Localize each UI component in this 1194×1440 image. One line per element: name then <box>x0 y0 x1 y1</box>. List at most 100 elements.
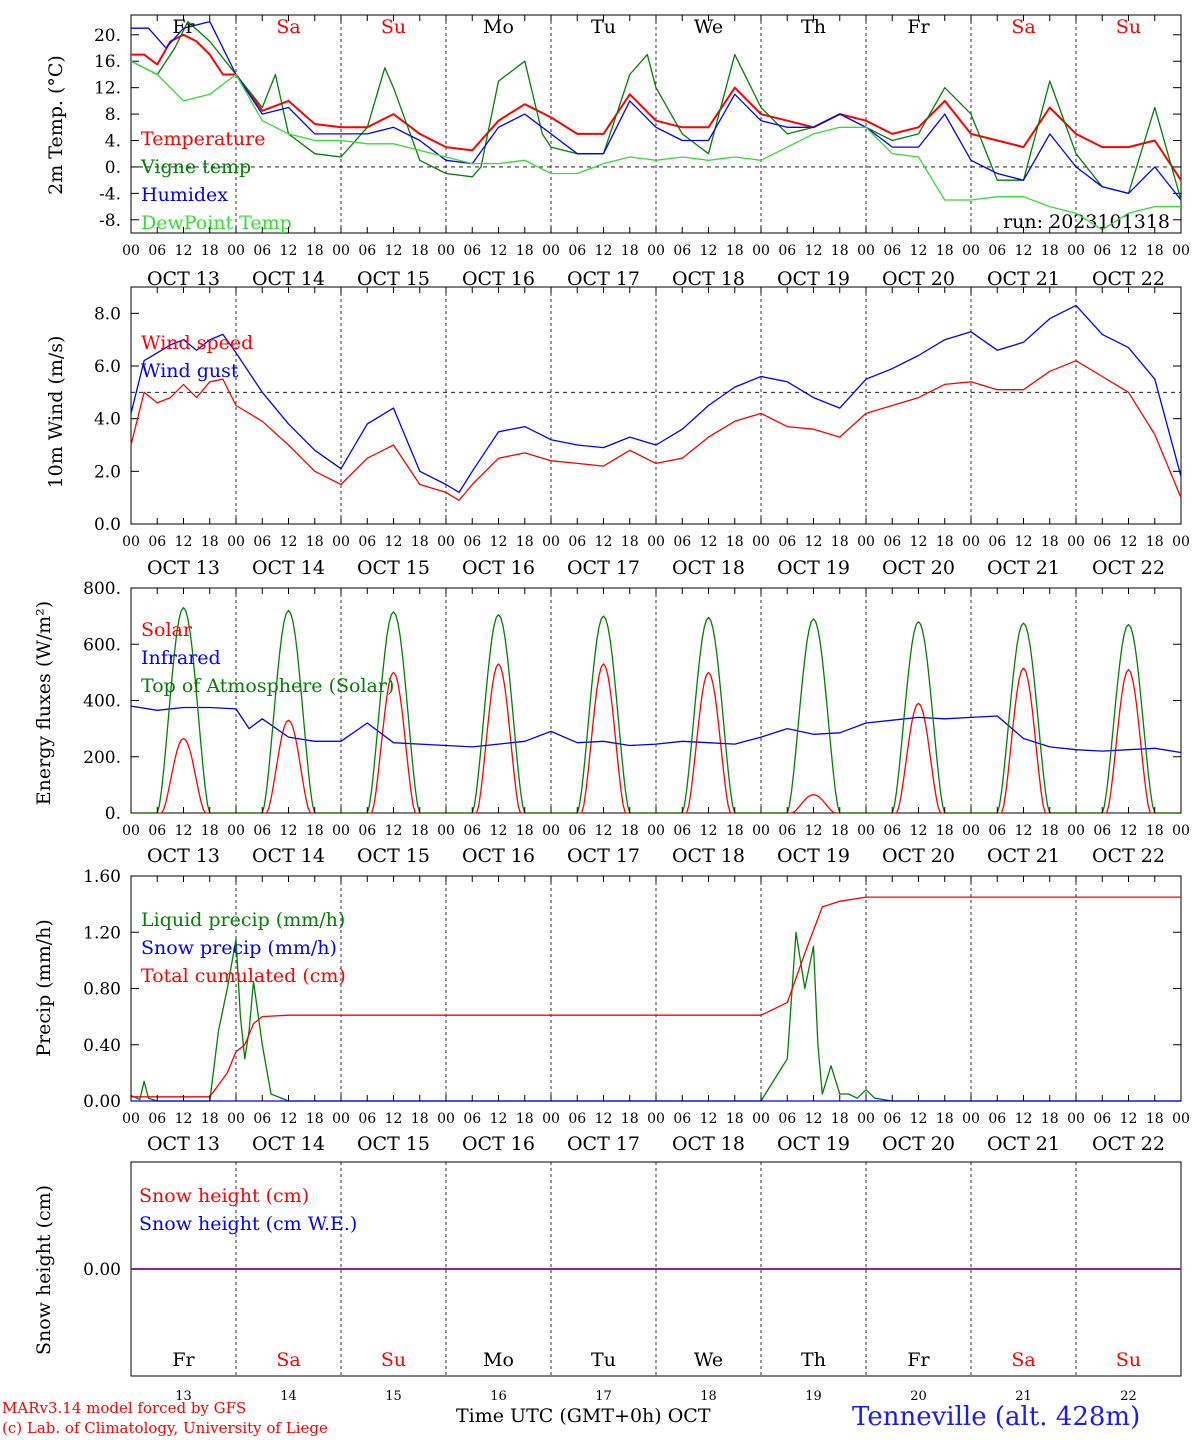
hour-tick-label: 12 <box>595 823 613 839</box>
hour-tick-label: 00 <box>437 823 455 839</box>
legend-entry: Top of Atmosphere (Solar) <box>141 675 394 697</box>
hour-tick-label: 18 <box>831 1111 849 1127</box>
hour-tick-label: 12 <box>175 1111 193 1127</box>
weekday-label-bottom: Th <box>801 1349 826 1371</box>
legend-entry: Infrared <box>141 647 221 669</box>
snow-ylabel: Snow height (cm) <box>33 1185 55 1355</box>
day-label: OCT 16 <box>462 1133 535 1155</box>
hour-tick-label: 00 <box>437 243 455 259</box>
hour-tick-label: 12 <box>385 534 403 550</box>
hour-tick-label: 00 <box>857 1111 875 1127</box>
day-label: OCT 20 <box>882 557 955 579</box>
hour-tick-label: 18 <box>726 534 744 550</box>
hour-tick-label: 06 <box>463 1111 481 1127</box>
weekday-label-top: Sa <box>1011 16 1035 38</box>
day-label: OCT 14 <box>252 1133 325 1155</box>
legend-entry: DewPoint Temp <box>141 212 292 234</box>
series-line-wind-speed <box>130 360 1182 501</box>
y-tick-label: 0. <box>105 804 121 824</box>
hour-tick-label: 18 <box>1146 823 1164 839</box>
hour-tick-label: 06 <box>778 534 796 550</box>
hour-tick-label: 00 <box>332 1111 350 1127</box>
hour-tick-label: 06 <box>568 1111 586 1127</box>
hour-tick-label: 12 <box>490 1111 508 1127</box>
hour-tick-label: 12 <box>175 534 193 550</box>
legend-entry: Liquid precip (mm/h) <box>141 909 345 931</box>
hour-tick-label: 06 <box>358 823 376 839</box>
weekday-label-top: Th <box>801 16 826 38</box>
hour-tick-label: 00 <box>857 243 875 259</box>
day-label: OCT 16 <box>462 557 535 579</box>
y-tick-label: 16. <box>94 52 121 72</box>
hour-tick-label: 00 <box>542 243 560 259</box>
day-label: OCT 22 <box>1092 1133 1165 1155</box>
y-tick-label: 4. <box>105 132 121 152</box>
y-tick-label: 0.0 <box>94 515 121 535</box>
hour-tick-label: 00 <box>647 1111 665 1127</box>
day-label: OCT 14 <box>252 557 325 579</box>
weekday-label-top: Sa <box>276 16 300 38</box>
hour-tick-label: 12 <box>805 243 823 259</box>
day-label: OCT 15 <box>357 268 430 290</box>
y-tick-label: 6.0 <box>94 357 121 377</box>
hour-tick-label: 06 <box>463 534 481 550</box>
hour-tick-label: 06 <box>1093 823 1111 839</box>
credit-line-1: MARv3.14 model forced by GFS <box>2 1399 247 1417</box>
hour-tick-label: 00 <box>542 823 560 839</box>
hour-tick-label: 00 <box>227 1111 245 1127</box>
hour-tick-label: 12 <box>910 823 928 839</box>
day-label: OCT 13 <box>147 268 220 290</box>
day-number-label: 18 <box>700 1389 717 1404</box>
hour-tick-label: 00 <box>1067 823 1085 839</box>
hour-tick-label: 06 <box>988 823 1006 839</box>
hour-tick-label: 12 <box>805 823 823 839</box>
hour-tick-label: 00 <box>962 823 980 839</box>
hour-tick-label: 18 <box>621 534 639 550</box>
panel-frame <box>130 286 1182 525</box>
hour-tick-label: 12 <box>1015 243 1033 259</box>
legend-entry: Snow height (cm W.E.) <box>139 1213 357 1235</box>
weekday-label-top: Fr <box>172 16 195 38</box>
hour-tick-label: 18 <box>621 823 639 839</box>
hour-tick-label: 06 <box>148 1111 166 1127</box>
hour-tick-label: 00 <box>647 534 665 550</box>
hour-tick-label: 18 <box>411 243 429 259</box>
hour-tick-label: 12 <box>805 534 823 550</box>
hour-tick-label: 18 <box>201 243 219 259</box>
day-label: OCT 16 <box>462 268 535 290</box>
day-number-label: 16 <box>490 1389 507 1404</box>
y-tick-label: 0.00 <box>83 1092 121 1112</box>
hour-tick-label: 18 <box>1041 823 1059 839</box>
hour-tick-label: 06 <box>253 534 271 550</box>
legend-entry: Wind gust <box>141 360 239 382</box>
day-label: OCT 19 <box>777 268 850 290</box>
y-tick-label: 0. <box>105 158 121 178</box>
weekday-label-bottom: Su <box>1116 1349 1141 1371</box>
hour-tick-label: 00 <box>332 823 350 839</box>
day-label: OCT 14 <box>252 845 325 867</box>
hour-tick-label: 06 <box>253 243 271 259</box>
legend-entry: Solar <box>141 619 193 641</box>
hour-tick-label: 00 <box>227 243 245 259</box>
hour-tick-label: 18 <box>1146 1111 1164 1127</box>
day-label: OCT 13 <box>147 1133 220 1155</box>
hour-tick-label: 06 <box>673 823 691 839</box>
hour-tick-label: 06 <box>568 534 586 550</box>
day-label: OCT 16 <box>462 845 535 867</box>
hour-tick-label: 00 <box>1172 1111 1190 1127</box>
legend-entry: Wind speed <box>141 332 253 354</box>
weekday-label-top: Tu <box>591 16 616 38</box>
hour-tick-label: 18 <box>201 1111 219 1127</box>
hour-tick-label: 12 <box>910 534 928 550</box>
legend-entry: Vigne temp <box>140 156 251 178</box>
y-tick-label: 800. <box>83 579 121 599</box>
day-label: OCT 13 <box>147 557 220 579</box>
series-line-total-cumulated-cm- <box>131 896 1181 1098</box>
y-tick-label: 8. <box>105 105 121 125</box>
day-label: OCT 21 <box>987 268 1060 290</box>
day-label: OCT 15 <box>357 845 430 867</box>
hour-tick-label: 12 <box>280 243 298 259</box>
day-label: OCT 20 <box>882 845 955 867</box>
y-tick-label: -8. <box>99 211 121 231</box>
